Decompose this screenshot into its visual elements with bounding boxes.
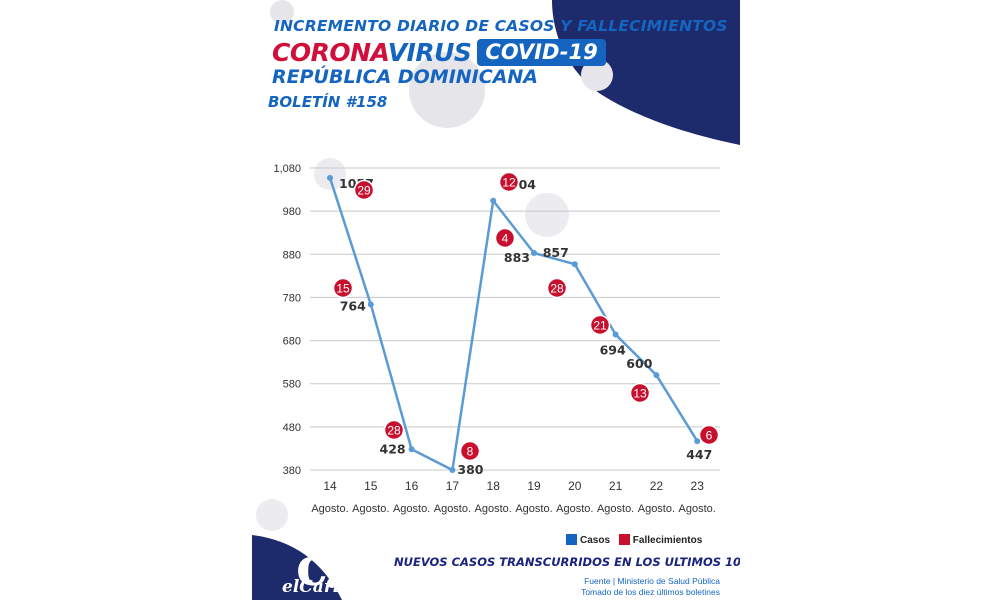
data-label-fallecimientos: 29 bbox=[357, 184, 371, 198]
source-line-1: Fuente | Ministerio de Salud Pública bbox=[584, 576, 720, 586]
death-badge bbox=[459, 440, 481, 462]
x-tick-sublabel: Agosto. bbox=[311, 503, 348, 515]
death-badge bbox=[629, 382, 651, 404]
line-chart: 380 480 580 680 780 880 980 1,080 14 Agosto. 15 Ago… bbox=[273, 163, 720, 515]
x-tick-sublabel: Agosto. bbox=[679, 503, 716, 515]
data-label-casos: 764 bbox=[340, 298, 366, 313]
corona-word: CORONA bbox=[272, 38, 388, 67]
data-label-casos: 857 bbox=[543, 245, 569, 260]
death-badge bbox=[589, 314, 611, 336]
x-tick-sublabel: Agosto. bbox=[393, 503, 430, 515]
covid-badge: COVID-19 bbox=[477, 39, 606, 66]
death-badge bbox=[546, 277, 568, 299]
x-tick-label: 22 bbox=[650, 479, 664, 493]
legend-label-casos: Casos bbox=[580, 535, 611, 546]
x-tick-label: 16 bbox=[405, 479, 419, 493]
x-tick-label: 15 bbox=[364, 479, 378, 493]
bulletin-number: BOLETÍN #158 bbox=[268, 93, 388, 111]
data-label-fallecimientos: 28 bbox=[550, 282, 564, 296]
x-tick-label: 21 bbox=[609, 479, 623, 493]
data-label-fallecimientos: 12 bbox=[502, 176, 516, 190]
data-label-casos: 694 bbox=[600, 343, 626, 358]
data-point-casos bbox=[694, 438, 701, 445]
data-point-casos bbox=[327, 174, 333, 181]
data-label-fallecimientos: 15 bbox=[336, 282, 350, 296]
y-tick-label: 780 bbox=[283, 292, 301, 304]
x-tick-sublabel: Agosto. bbox=[475, 503, 512, 515]
top-right-wave bbox=[552, 0, 740, 145]
bottom-left-wave bbox=[252, 535, 342, 600]
y-tick-label: 880 bbox=[283, 249, 301, 261]
data-point-casos bbox=[531, 249, 537, 256]
x-tick-sublabel: Agosto. bbox=[352, 503, 389, 515]
death-badge bbox=[498, 171, 520, 193]
y-tick-label: 580 bbox=[283, 379, 301, 391]
data-point-casos bbox=[653, 372, 660, 379]
data-label-fallecimientos: 6 bbox=[706, 429, 713, 443]
data-label-fallecimientos: 13 bbox=[633, 387, 647, 401]
y-tick-label: 980 bbox=[283, 206, 301, 218]
virus-decor-chart bbox=[256, 158, 569, 531]
footer-note: NUEVOS CASOS TRANSCURRIDOS EN LOS ULTIMO… bbox=[394, 555, 740, 569]
x-tick-sublabel: Agosto. bbox=[638, 503, 675, 515]
data-label-fallecimientos: 4 bbox=[502, 232, 509, 246]
infographic-poster: INCREMENTO DIARIO DE CASOS Y FALLECIMIEN… bbox=[252, 0, 740, 600]
source-line-2: Tomado de los diez últimos boletines bbox=[581, 587, 720, 597]
country-title: REPÚBLICA DOMINICANA bbox=[272, 66, 539, 88]
data-point-casos bbox=[367, 301, 374, 308]
data-label-fallecimientos: 8 bbox=[467, 445, 474, 459]
legend: Casos Fallecimientos bbox=[566, 534, 702, 546]
x-tick-label: 18 bbox=[487, 479, 501, 493]
data-point-casos bbox=[449, 467, 456, 473]
chart-subtitle: INCREMENTO DIARIO DE CASOS Y FALLECIMIEN… bbox=[274, 17, 728, 35]
death-badge bbox=[383, 419, 405, 441]
death-badge bbox=[494, 227, 516, 249]
death-badge bbox=[353, 179, 375, 201]
legend-swatch-casos bbox=[566, 534, 577, 545]
death-badge bbox=[332, 277, 354, 299]
x-tick-sublabel: Agosto. bbox=[556, 503, 593, 515]
data-label-fallecimientos: 28 bbox=[387, 424, 401, 438]
legend-swatch-fallecimientos bbox=[618, 534, 630, 545]
background-decoration bbox=[252, 0, 740, 600]
x-tick-label: 17 bbox=[446, 479, 460, 493]
series-line-casos bbox=[328, 177, 699, 472]
x-tick-sublabel: Agosto. bbox=[434, 503, 471, 515]
y-tick-label: 380 bbox=[283, 465, 301, 477]
data-point-casos bbox=[408, 446, 415, 453]
x-tick-label: 19 bbox=[527, 479, 541, 493]
x-tick-label: 23 bbox=[691, 479, 705, 493]
death-badge bbox=[698, 424, 720, 446]
data-point-casos bbox=[571, 261, 578, 268]
data-label-casos: 428 bbox=[380, 441, 406, 456]
data-label-fallecimientos: 21 bbox=[593, 319, 607, 333]
data-label-casos: 600 bbox=[626, 356, 652, 371]
y-tick-label: 1,080 bbox=[273, 163, 301, 175]
logo-wordmark: elCaribe bbox=[282, 577, 362, 597]
y-tick-label: 480 bbox=[283, 422, 301, 434]
virus-decor-top bbox=[270, 0, 613, 128]
el-caribe-logo: c bbox=[296, 537, 337, 598]
x-tick-sublabel: Agosto. bbox=[597, 503, 634, 515]
data-label-casos: 447 bbox=[686, 447, 712, 462]
virus-word: VIRUS bbox=[387, 38, 472, 67]
y-tick-label: 680 bbox=[283, 336, 301, 348]
coronavirus-title: CORONAVIRUS COVID-19 bbox=[272, 38, 606, 68]
data-label-casos: 883 bbox=[504, 250, 530, 265]
legend-label-fallecimientos: Fallecimientos bbox=[632, 535, 703, 546]
source-note: Fuente | Ministerio de Salud Pública Tom… bbox=[581, 576, 720, 598]
x-tick-label: 14 bbox=[323, 479, 337, 493]
x-tick-label: 20 bbox=[568, 479, 582, 493]
data-point-casos bbox=[612, 331, 619, 338]
data-label-casos: 380 bbox=[457, 462, 483, 477]
svg-text:c: c bbox=[296, 537, 328, 598]
x-tick-sublabel: Agosto. bbox=[515, 503, 552, 515]
data-point-casos bbox=[490, 197, 497, 204]
